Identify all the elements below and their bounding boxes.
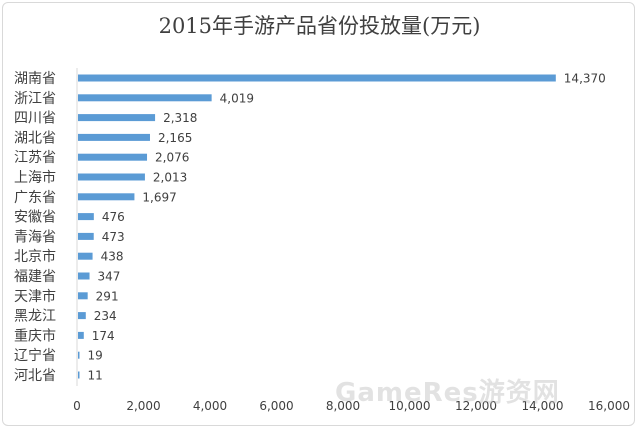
x-tick-label: 14,000 <box>522 399 564 413</box>
category-label: 天津市 <box>14 288 56 305</box>
category-label: 浙江省 <box>14 91 56 107</box>
category-label: 广东省 <box>14 190 56 206</box>
bar <box>78 232 94 240</box>
category-label: 四川省 <box>14 111 56 127</box>
data-label: 476 <box>102 210 125 224</box>
x-tick-label: 6,000 <box>259 399 293 413</box>
data-label: 19 <box>88 349 103 363</box>
category-label: 湖南省 <box>14 71 56 87</box>
data-label: 2,013 <box>153 171 187 185</box>
x-tick-label: 10,000 <box>389 399 431 413</box>
bar <box>78 292 88 300</box>
data-label: 473 <box>102 230 125 244</box>
category-label: 河北省 <box>14 368 56 384</box>
x-tick-label: 4,000 <box>193 399 227 413</box>
category-label: 青海省 <box>14 229 56 245</box>
data-label: 2,076 <box>155 151 189 165</box>
category-label: 黑龙江 <box>14 309 56 325</box>
bar <box>78 74 556 82</box>
data-label: 234 <box>94 309 117 323</box>
bar <box>78 94 212 102</box>
category-label: 福建省 <box>14 269 56 285</box>
bar <box>78 272 90 280</box>
data-label: 2,318 <box>163 111 197 125</box>
x-tick-label: 0 <box>73 399 81 413</box>
category-label: 北京市 <box>14 248 56 265</box>
data-label: 4,019 <box>220 91 254 105</box>
bar <box>78 252 93 260</box>
x-tick-label: 16,000 <box>588 399 630 413</box>
watermark: GameRes游资网 <box>335 378 560 408</box>
bar <box>78 114 156 122</box>
category-label: 江苏省 <box>14 150 56 166</box>
bar <box>78 371 80 379</box>
bar <box>78 312 86 320</box>
data-label: 2,165 <box>158 131 192 145</box>
chart-frame <box>2 2 635 426</box>
bar <box>78 331 84 339</box>
x-tick-label: 12,000 <box>455 399 497 413</box>
category-label: 辽宁省 <box>14 347 56 364</box>
category-label: 上海市 <box>14 169 56 186</box>
category-label: 重庆市 <box>14 327 56 344</box>
category-label: 湖北省 <box>14 130 56 146</box>
bar <box>78 193 135 201</box>
bar <box>78 133 150 141</box>
bar <box>78 213 94 221</box>
bar <box>78 351 80 359</box>
bar <box>78 173 145 181</box>
chart-title: 2015年手游产品省份投放量(万元) <box>158 14 481 38</box>
data-label: 1,697 <box>142 190 176 204</box>
data-label: 174 <box>92 329 115 343</box>
data-label: 347 <box>98 270 121 284</box>
data-label: 291 <box>96 289 119 303</box>
data-label: 438 <box>101 250 124 264</box>
data-label: 14,370 <box>564 72 606 86</box>
bar <box>78 153 148 161</box>
x-tick-label: 2,000 <box>126 399 160 413</box>
data-label: 11 <box>88 369 103 383</box>
x-tick-label: 8,000 <box>326 399 360 413</box>
category-label: 安徽省 <box>14 210 56 226</box>
